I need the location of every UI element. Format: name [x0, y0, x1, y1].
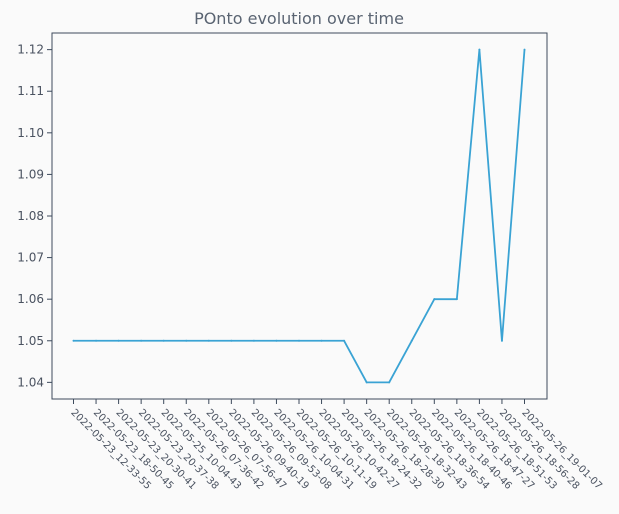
y-tick-label: 1.09	[17, 167, 44, 181]
data-point	[207, 339, 210, 342]
data-point	[298, 339, 300, 342]
y-tick-label: 1.04	[17, 375, 44, 389]
data-point	[185, 339, 188, 342]
y-tick-label: 1.07	[17, 251, 44, 265]
data-point	[410, 339, 413, 342]
data-point	[388, 381, 391, 384]
y-axis: 1.04 1.05 1.06 1.07 1.08 1.09 1.10 1.11 1.12	[17, 43, 52, 389]
data-point	[275, 339, 278, 342]
data-point	[433, 298, 436, 301]
y-tick-label: 1.10	[17, 126, 44, 140]
data-points	[72, 48, 526, 384]
y-tick-label: 1.05	[17, 334, 44, 348]
data-point	[95, 339, 98, 342]
data-point	[252, 339, 255, 342]
x-axis: 2022-05-23_12-33-552022-05-23_18-50-4520…	[68, 399, 604, 492]
data-point	[455, 298, 458, 301]
data-point	[117, 339, 120, 342]
data-point	[320, 339, 323, 342]
data-point	[343, 339, 346, 342]
chart-title: POnto evolution over time	[194, 9, 404, 28]
data-point	[500, 339, 503, 342]
data-point	[523, 48, 526, 51]
y-tick-label: 1.08	[17, 209, 44, 223]
y-tick-label: 1.11	[17, 84, 44, 98]
data-point	[365, 381, 368, 384]
y-tick-label: 1.06	[17, 292, 44, 306]
y-tick-label: 1.12	[17, 43, 44, 57]
plot-area-frame	[51, 32, 548, 400]
data-point	[140, 339, 143, 342]
data-point	[478, 48, 481, 51]
data-point	[230, 339, 233, 342]
data-point	[72, 339, 75, 342]
data-point	[162, 339, 165, 342]
series-line	[73, 48, 526, 384]
